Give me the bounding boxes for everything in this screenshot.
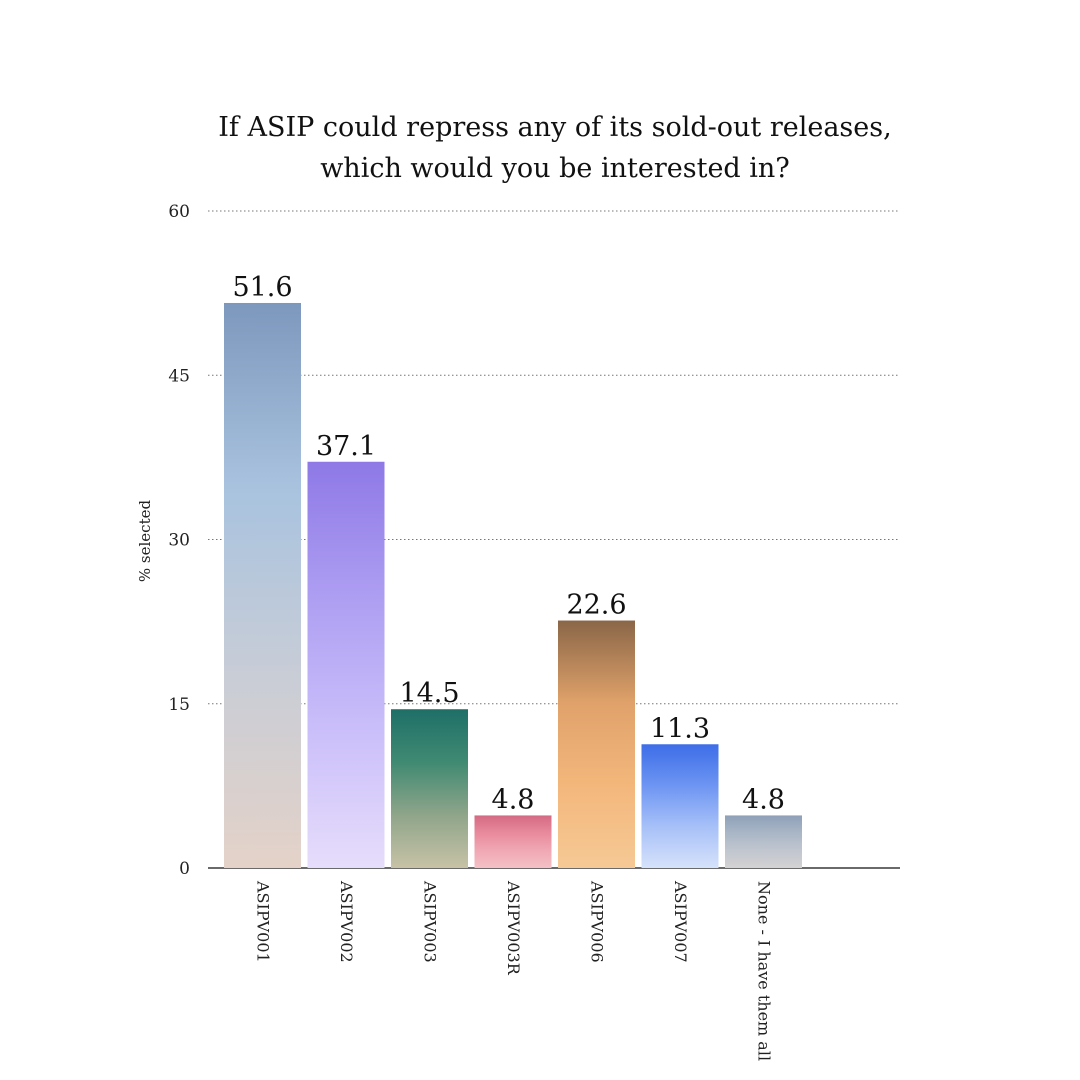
y-tick-label: 45	[168, 366, 190, 386]
bar-value-label: 14.5	[399, 678, 459, 709]
x-tick-label: ASIPV003R	[504, 880, 523, 976]
bar	[391, 709, 468, 868]
bar-value-label: 51.6	[232, 272, 292, 303]
x-tick-label: None - I have them all	[755, 881, 774, 1061]
x-tick-label: ASIPV001	[254, 880, 273, 963]
bar-value-label: 4.8	[742, 784, 785, 815]
bar	[307, 461, 385, 868]
bar	[224, 302, 301, 869]
bar	[558, 620, 635, 868]
bar-value-label: 4.8	[492, 784, 535, 815]
y-tick-label: 0	[179, 859, 190, 879]
y-tick-label: 30	[168, 531, 190, 551]
bar-value-label: 11.3	[650, 713, 710, 744]
bar	[641, 744, 719, 868]
y-tick-label: 15	[168, 695, 190, 715]
x-tick-label: ASIPV006	[588, 880, 607, 963]
x-tick-label: ASIPV007	[671, 880, 690, 963]
bar-value-label: 22.6	[566, 590, 626, 621]
x-tick-label: ASIPV003	[421, 880, 440, 963]
bar	[725, 815, 802, 868]
chart-title-line-2: which would you be interested in?	[320, 153, 790, 184]
y-axis-label: % selected	[136, 500, 154, 583]
bar	[474, 815, 552, 868]
x-tick-label: ASIPV002	[337, 880, 356, 963]
bar-value-label: 37.1	[316, 431, 376, 462]
y-tick-label: 60	[168, 202, 190, 222]
chart-title-line-1: If ASIP could repress any of its sold-ou…	[218, 112, 891, 143]
